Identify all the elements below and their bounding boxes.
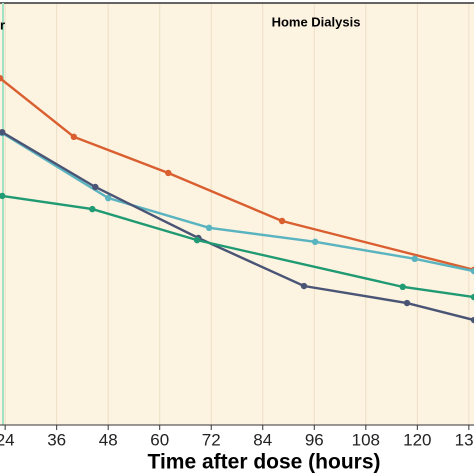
- point: [470, 293, 474, 301]
- plot-background: [0, 3, 474, 425]
- point: [92, 183, 99, 191]
- x-tick-label: 48: [99, 430, 118, 449]
- point: [205, 224, 213, 231]
- point: [411, 255, 418, 263]
- point: [278, 217, 286, 225]
- x-tick-label: 72: [202, 430, 221, 449]
- point: [89, 205, 96, 213]
- point: [165, 169, 172, 177]
- series-line: [1, 132, 474, 273]
- point: [70, 133, 78, 141]
- point: [104, 194, 112, 202]
- annotation: Home Dialysis: [272, 14, 361, 29]
- x-tick-label: 24: [0, 430, 15, 449]
- point: [0, 192, 6, 200]
- point: [300, 282, 308, 290]
- series-line: [1, 131, 474, 322]
- x-tick-label: 96: [305, 430, 324, 449]
- annotation: r: [0, 17, 5, 32]
- point: [470, 267, 474, 275]
- point: [0, 128, 6, 136]
- x-tick-label: 132: [455, 430, 474, 449]
- x-tick-label: 60: [150, 430, 169, 449]
- x-tick-label: 36: [47, 430, 66, 449]
- x-tick-label: 84: [253, 430, 272, 449]
- x-axis-label: Time after dose (hours): [148, 451, 381, 474]
- point: [311, 238, 319, 246]
- point: [0, 75, 4, 82]
- point: [470, 316, 474, 324]
- point: [403, 299, 411, 307]
- point: [399, 283, 406, 291]
- point: [193, 236, 201, 244]
- x-tick-label: 108: [352, 430, 380, 449]
- series-group: [0, 75, 474, 324]
- x-tick-label: 120: [403, 430, 431, 449]
